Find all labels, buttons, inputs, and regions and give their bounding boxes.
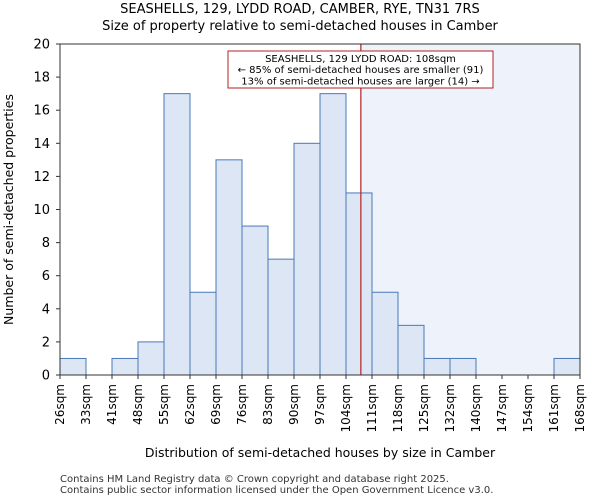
histogram-bar — [111, 357, 139, 376]
annotation-line: SEASHELLS, 129 LYDD ROAD: 108sqm — [265, 54, 456, 65]
histogram-bar — [293, 142, 321, 376]
x-tick-label: 161sqm — [547, 384, 561, 432]
histogram-bar — [449, 357, 477, 376]
histogram-bar — [319, 93, 347, 376]
y-tick-label: 12 — [33, 170, 50, 185]
x-tick-label: 147sqm — [495, 384, 509, 432]
annotation-line: ← 85% of semi-detached houses are smalle… — [238, 65, 484, 76]
histogram-bar — [241, 225, 269, 376]
histogram-bar — [163, 93, 191, 376]
x-tick-label: 111sqm — [365, 384, 379, 432]
histogram-bar — [267, 258, 295, 376]
histogram-bar — [371, 291, 399, 376]
x-tick-label: 26sqm — [53, 384, 67, 425]
y-tick-label: 4 — [42, 302, 50, 317]
y-tick-label: 2 — [42, 335, 50, 350]
x-tick-label: 132sqm — [443, 384, 457, 432]
x-tick-label: 90sqm — [287, 384, 301, 425]
x-tick-label: 41sqm — [105, 384, 119, 425]
x-tick-label: 168sqm — [573, 384, 587, 432]
annotation-line: 13% of semi-detached houses are larger (… — [241, 76, 479, 87]
y-tick-label: 20 — [33, 38, 50, 53]
histogram-bar — [423, 357, 451, 376]
y-tick-label: 0 — [42, 369, 50, 384]
x-tick-label: 48sqm — [131, 384, 145, 425]
histogram-bar — [553, 357, 581, 376]
histogram-bar — [397, 324, 425, 376]
x-tick-label: 62sqm — [183, 384, 197, 425]
y-tick-label: 18 — [33, 71, 50, 86]
annotation-box — [227, 50, 494, 89]
footer-licence: Contains public sector information licen… — [60, 485, 494, 496]
y-tick-label: 16 — [33, 104, 50, 119]
x-tick-label: 97sqm — [313, 384, 327, 425]
footer-copyright: Contains HM Land Registry data © Crown c… — [60, 474, 449, 485]
x-tick-label: 140sqm — [469, 384, 483, 432]
x-tick-label: 33sqm — [79, 384, 93, 425]
x-tick-label: 154sqm — [521, 384, 535, 432]
histogram-bar — [137, 341, 165, 376]
x-tick-label: 83sqm — [261, 384, 275, 425]
histogram-bar — [59, 357, 87, 376]
y-tick-label: 6 — [42, 269, 50, 284]
x-axis-label: Distribution of semi-detached houses by … — [145, 445, 496, 460]
x-tick-label: 104sqm — [339, 384, 353, 432]
y-axis-label: Number of semi-detached properties — [1, 94, 16, 325]
y-tick-label: 14 — [33, 137, 50, 152]
chart-title: SEASHELLS, 129, LYDD ROAD, CAMBER, RYE, … — [120, 2, 480, 17]
x-tick-label: 76sqm — [235, 384, 249, 425]
x-tick-label: 55sqm — [157, 384, 171, 425]
histogram-bar — [345, 192, 373, 376]
y-tick-label: 8 — [42, 236, 50, 251]
y-tick-label: 10 — [33, 203, 50, 218]
histogram-bar — [215, 159, 243, 376]
x-tick-label: 118sqm — [391, 384, 405, 432]
histogram-bar — [189, 291, 217, 376]
x-tick-label: 125sqm — [417, 384, 431, 432]
chart-subtitle: Size of property relative to semi-detach… — [102, 19, 498, 34]
x-tick-label: 69sqm — [209, 384, 223, 425]
